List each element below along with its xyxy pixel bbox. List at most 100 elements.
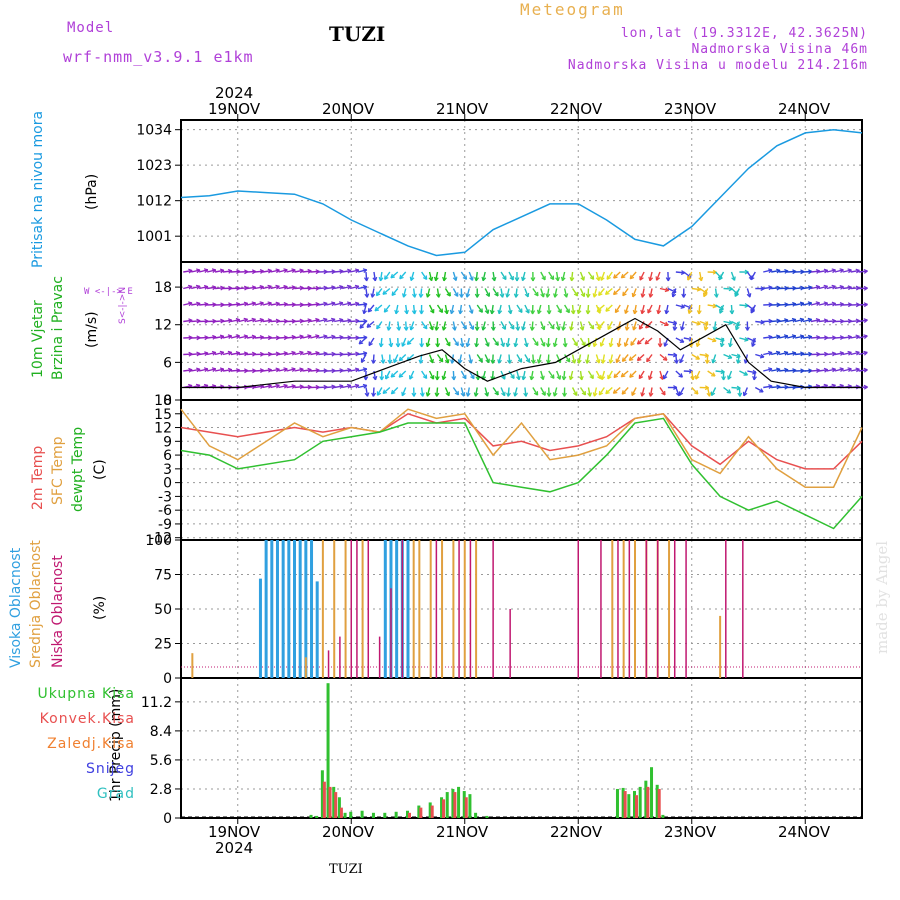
wind-arrow-head — [419, 392, 425, 397]
wind-arrow-head — [449, 309, 455, 315]
wind-arrow — [310, 335, 320, 339]
wind-arrow — [688, 304, 693, 314]
wind-arrow-head — [459, 293, 464, 298]
wind-arrow-head — [385, 374, 390, 380]
wind-arrow — [360, 354, 367, 363]
chart-title: TUZI — [329, 22, 386, 46]
wind-arrow — [850, 287, 860, 290]
wind-arrow-head — [211, 350, 217, 356]
total-rain-bar — [661, 814, 665, 818]
wind-arrow — [548, 271, 555, 280]
wind-arrow — [763, 286, 773, 290]
wind-arrow — [442, 370, 447, 380]
wind-arrow — [699, 271, 703, 281]
wind-arrow — [452, 288, 459, 297]
wind-arrow-head — [636, 356, 642, 362]
wind-arrow-head — [680, 326, 685, 331]
wind-arrow — [391, 288, 399, 296]
wind-arrow — [375, 288, 383, 297]
total-rain-bar — [406, 810, 409, 818]
wind-arrow-head — [434, 326, 440, 331]
wind-arrow — [500, 288, 504, 298]
wind-arrow-head — [815, 301, 821, 306]
wind-arrow-head — [235, 351, 241, 356]
wind-arrow — [739, 370, 748, 376]
wind-arrow-head — [612, 389, 618, 394]
wind-arrow — [810, 270, 820, 273]
wind-arrow — [183, 269, 193, 273]
wind-arrow — [278, 368, 288, 372]
wind-arrow — [444, 304, 448, 314]
wind-arrow — [754, 386, 764, 393]
conv-rain-bar — [657, 788, 661, 818]
wind-arrow — [230, 352, 240, 356]
wind-arrow-head — [384, 275, 389, 280]
wind-arrow-head — [678, 391, 684, 396]
wind-arrow — [475, 337, 478, 348]
wind-arrow-head — [863, 350, 868, 356]
wind-arrow-head — [473, 392, 479, 397]
low-cloud-bar — [327, 650, 330, 678]
wind-arrow — [595, 354, 600, 364]
wind-arrow — [443, 271, 447, 281]
wind-arrow-head — [404, 309, 409, 315]
wind-arrow — [727, 370, 733, 380]
wind-arrow-head — [367, 307, 373, 313]
wind-arrow-head — [613, 274, 618, 279]
wind-arrow — [420, 387, 424, 397]
panel-frame-pressure — [180, 119, 863, 263]
wind-arrow — [349, 302, 360, 306]
wind-arrow-head — [768, 268, 773, 274]
wind-arrow-head — [546, 310, 552, 315]
panel-frame-wind — [180, 261, 863, 401]
wind-arrow-head — [434, 376, 440, 381]
wind-arrow-head — [638, 374, 644, 380]
wind-arrow-head — [585, 293, 591, 298]
wind-arrow — [310, 369, 320, 372]
model-elevation-label: Nadmorska Visina u modelu 214.216m — [567, 58, 868, 73]
wind-arrow — [609, 354, 613, 364]
wind-arrow-head — [429, 309, 435, 314]
bottom-date-24nov: 24NOV — [778, 823, 831, 841]
wind-arrow-head — [799, 317, 805, 323]
wind-arrow-head — [497, 309, 503, 315]
wind-arrow-head — [505, 342, 511, 348]
wind-arrow — [850, 368, 860, 372]
wind-arrow-head — [203, 268, 209, 273]
wind-arrow — [334, 319, 344, 323]
wind-arrow-head — [347, 268, 352, 274]
wind-arrow-head — [791, 334, 797, 339]
wind-arrow — [294, 335, 304, 339]
wind-arrow-head — [474, 343, 480, 348]
wind-arrow-head — [536, 309, 542, 315]
wind-arrow — [663, 370, 669, 380]
wind-arrow — [436, 387, 439, 397]
wind-arrow — [597, 321, 605, 329]
mid-cloud-bar — [361, 540, 364, 678]
total-rain-bar — [309, 814, 313, 818]
wind-arrow — [649, 387, 653, 397]
wind-arrow-head — [399, 274, 404, 280]
wind-arrow-head — [438, 357, 444, 363]
wind-arrow — [230, 369, 240, 372]
y-tick-label: 3 — [163, 462, 172, 478]
wind-arrow — [614, 304, 621, 313]
wind-arrow — [500, 337, 505, 347]
wind-arrow — [723, 287, 733, 290]
wind-arrow-head — [776, 268, 781, 274]
wind-arrow-head — [623, 342, 629, 347]
wind-arrow-head — [339, 284, 344, 290]
wind-compass-we: W <-|-> E — [84, 287, 133, 297]
low-cloud-bar — [577, 540, 579, 678]
total-rain-bar — [451, 788, 455, 818]
wind-arrow-head — [376, 324, 381, 330]
wind-arrow — [613, 287, 621, 296]
wind-arrow-head — [371, 359, 376, 364]
wind-arrow — [365, 387, 369, 397]
wind-arrow-head — [791, 351, 797, 356]
wind-arrow — [540, 337, 546, 347]
wind-arrow-head — [703, 292, 708, 298]
high-cloud-bar — [406, 540, 410, 678]
wind-arrow — [598, 387, 605, 396]
wind-arrow-head — [719, 342, 725, 348]
